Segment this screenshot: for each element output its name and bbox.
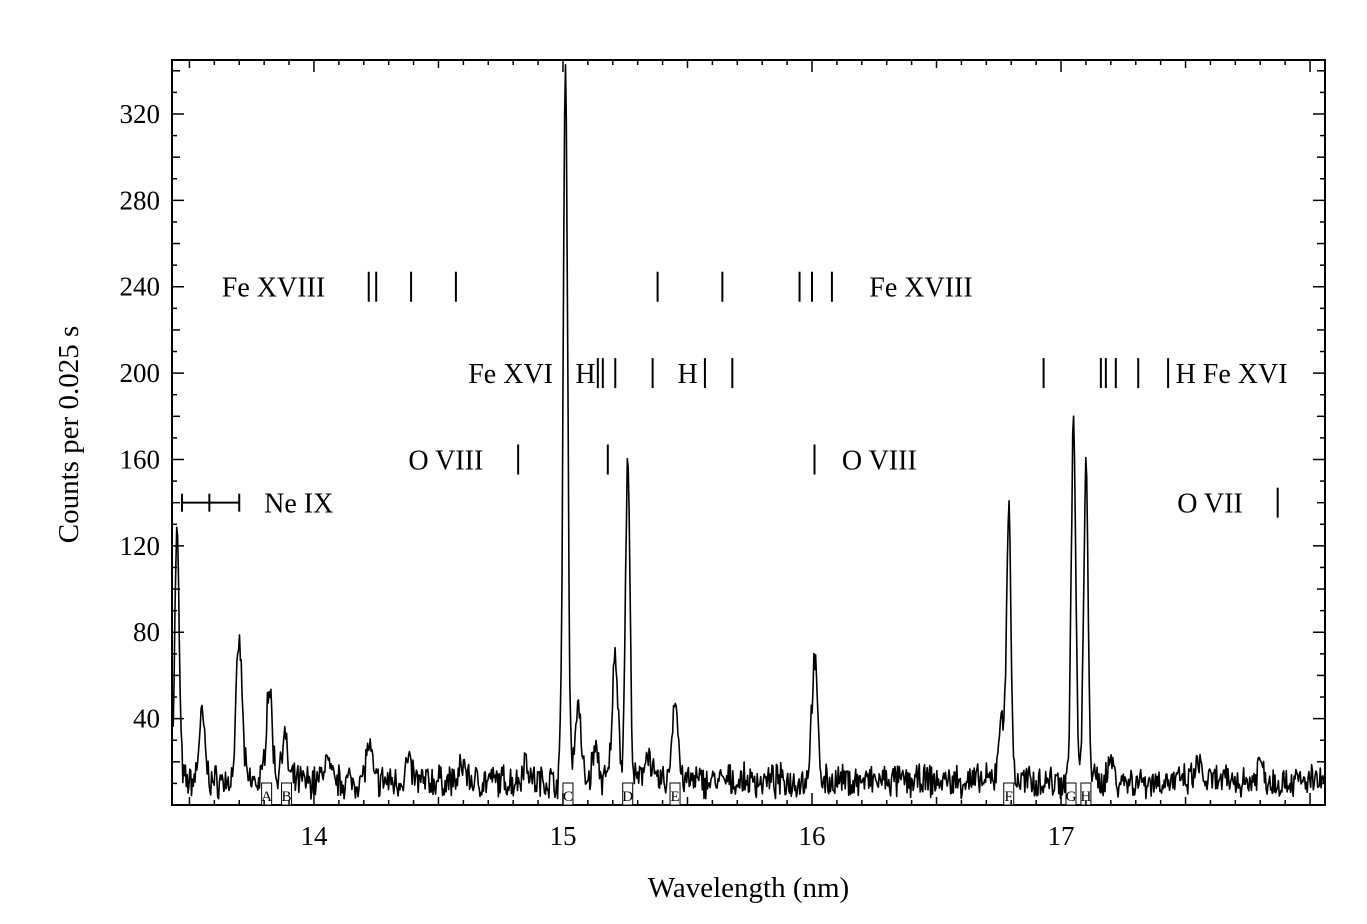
spectrum-line [172,64,1325,800]
ion-label: O VIII [408,445,483,476]
x-tick-label: 17 [1048,821,1075,851]
peak-box [281,782,293,806]
ion-label: Fe XVIII [222,273,325,304]
y-tick-label: 240 [120,272,161,302]
y-tick-label: 200 [120,358,161,388]
spectrum-layer [172,64,1325,800]
ion-label: H Fe XVI [1176,359,1288,390]
y-tick-label: 160 [120,444,161,474]
plot-frame [171,59,1326,806]
x-tick-label: 16 [799,821,826,851]
ion-label: Fe XVI [468,359,553,390]
y-axis-title: Counts per 0.025 s [53,326,85,544]
peak-label-g: G [1066,789,1077,805]
y-tick-label: 120 [120,531,161,561]
y-tick-label: 280 [120,185,161,215]
peak-label-b: B [282,789,292,805]
x-tick-label: 14 [300,821,328,851]
peak-label-c: C [563,789,573,805]
ion-label: H [678,359,698,390]
ion-label: Fe XVIII [869,273,972,304]
ion-label: Ne IX [264,489,333,520]
peak-label-f: F [1005,789,1013,805]
x-axis-title: Wavelength (nm) [648,872,849,904]
x-tick-label: 15 [549,821,576,851]
y-tick-label: 80 [133,617,160,647]
peak-box [261,782,273,806]
y-axis-ticks: 40 80 120 160 200 240 280 320 [120,70,1325,785]
y-tick-label: 40 [133,704,160,734]
peak-label-a: A [261,789,272,805]
ion-label: O VIII [842,445,917,476]
peak-box [622,782,634,806]
ion-label: H [575,359,595,390]
peak-box [669,782,681,806]
ion-label: O VII [1177,489,1243,520]
peak-label-e: E [670,789,679,805]
annotation-layer: Fe XVIII Fe XVIII Fe XVI H H H Fe XVI O VIII O … [180,271,1288,520]
peak-box [1065,782,1077,806]
y-tick-label: 320 [120,99,161,129]
peak-label-d: D [622,789,633,805]
plot-border [171,59,1326,806]
peak-box [1003,782,1015,806]
x-axis-ticks: 14 15 16 17 [188,60,1311,851]
peak-label-h: H [1081,789,1092,805]
